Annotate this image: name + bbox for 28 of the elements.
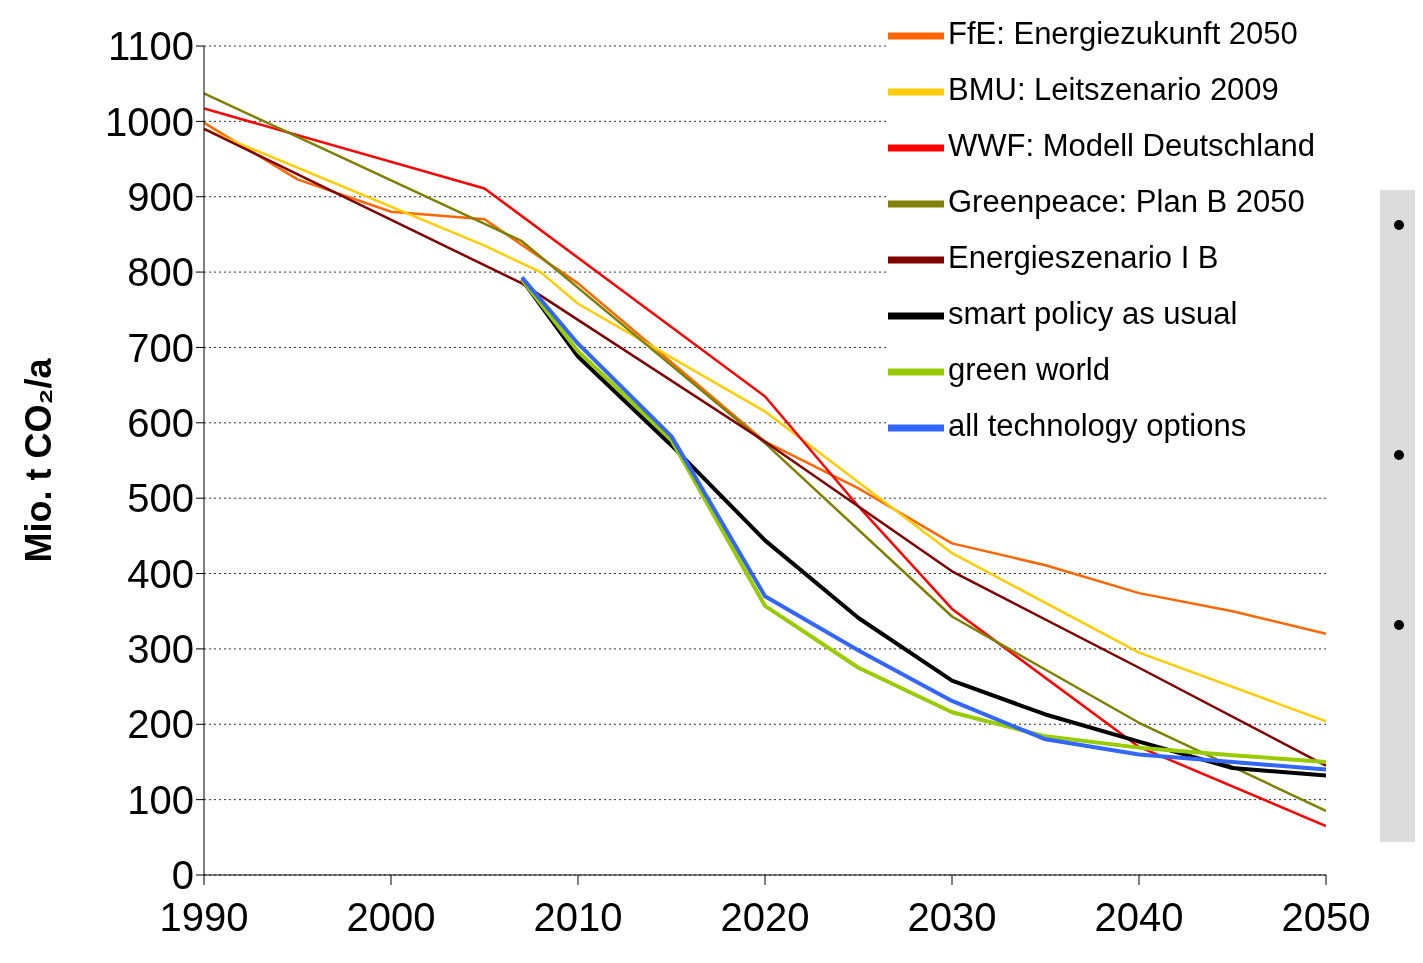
- x-tick-label: 2000: [346, 895, 436, 940]
- legend-label: BMU: Leitszenario 2009: [948, 72, 1279, 108]
- legend-label: green world: [948, 352, 1110, 388]
- legend-label: all technology options: [948, 408, 1247, 444]
- y-tick-label: 500: [127, 476, 194, 521]
- legend-label: Energieszenario I B: [948, 240, 1219, 276]
- x-tick-label: 2010: [533, 895, 623, 940]
- y-tick-label: 100: [127, 777, 194, 822]
- y-axis-title: Mio. t CO₂/a: [17, 357, 59, 563]
- y-tick-label: 400: [127, 551, 194, 596]
- y-tick-label: 1000: [105, 99, 194, 144]
- y-tick-label: 200: [127, 702, 194, 747]
- legend-label: WWF: Modell Deutschland: [948, 128, 1315, 164]
- y-tick-label: 700: [127, 325, 194, 370]
- y-tick-label: 900: [127, 174, 194, 219]
- y-tick-label: 300: [127, 627, 194, 672]
- x-tick-label: 2040: [1094, 895, 1184, 940]
- x-tick-label: 1990: [159, 895, 249, 940]
- legend-label: smart policy as usual: [948, 296, 1238, 332]
- x-tick-label: 2030: [907, 895, 997, 940]
- y-tick-label: 600: [127, 401, 194, 446]
- y-tick-label: 800: [127, 250, 194, 295]
- x-tick-label: 2020: [720, 895, 810, 940]
- y-tick-label: 0: [171, 853, 194, 898]
- legend-label: Greenpeace: Plan B 2050: [948, 184, 1305, 220]
- y-tick-label: 1100: [107, 24, 194, 69]
- x-tick-label: 2050: [1281, 895, 1371, 940]
- legend-label: FfE: Energiezukunft 2050: [948, 16, 1298, 52]
